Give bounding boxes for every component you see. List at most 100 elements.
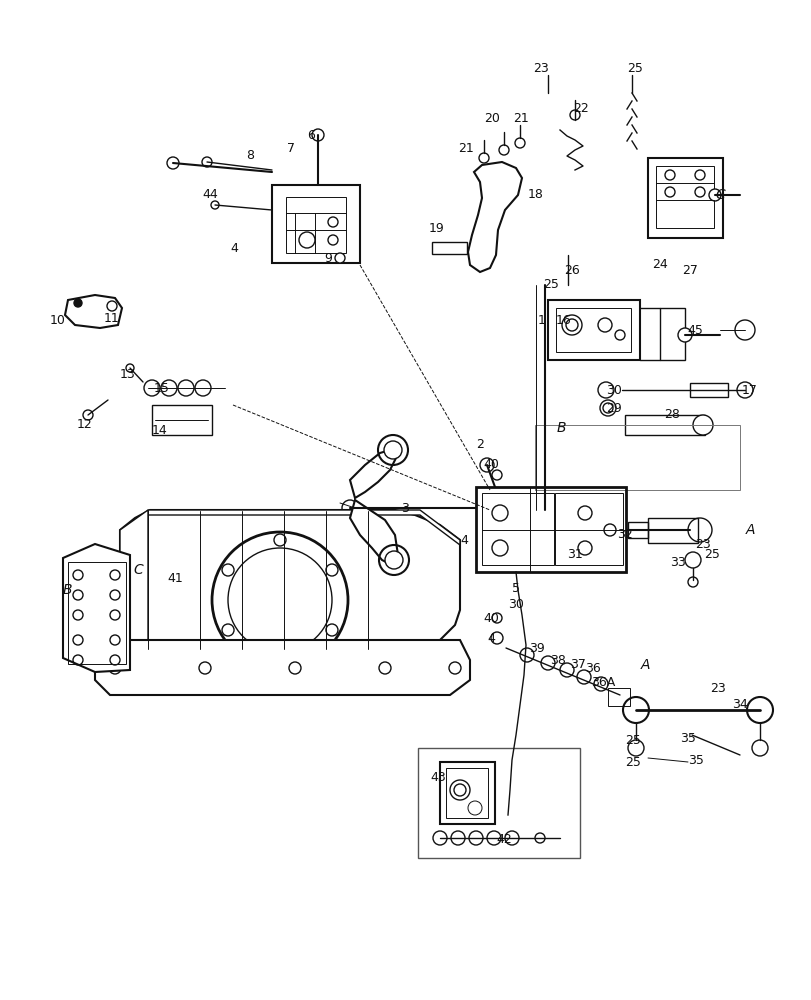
Circle shape — [384, 441, 401, 459]
Polygon shape — [120, 510, 460, 650]
Circle shape — [708, 189, 720, 201]
Circle shape — [677, 328, 691, 342]
Circle shape — [751, 740, 767, 756]
Circle shape — [479, 458, 493, 472]
Circle shape — [734, 320, 754, 340]
Text: 6: 6 — [307, 129, 315, 142]
Bar — [689, 383, 727, 397]
Text: 40: 40 — [483, 458, 498, 472]
Bar — [431, 242, 466, 254]
Text: 23: 23 — [533, 62, 548, 75]
Bar — [475, 487, 625, 572]
Text: 25: 25 — [543, 278, 558, 292]
Circle shape — [627, 740, 643, 756]
Bar — [272, 185, 359, 263]
Bar — [607, 688, 629, 706]
Circle shape — [603, 524, 616, 536]
Bar — [624, 415, 704, 435]
Circle shape — [341, 500, 358, 516]
Circle shape — [453, 784, 466, 796]
Circle shape — [491, 613, 501, 623]
Text: 38: 38 — [549, 654, 565, 666]
Text: A: A — [639, 658, 649, 672]
Circle shape — [478, 153, 488, 163]
Bar — [440, 762, 495, 824]
Circle shape — [335, 253, 345, 263]
Polygon shape — [148, 510, 460, 545]
Text: 18: 18 — [527, 188, 543, 202]
Text: C: C — [714, 188, 724, 202]
Circle shape — [694, 187, 704, 197]
Text: 2: 2 — [475, 438, 483, 452]
Text: 26: 26 — [564, 263, 579, 276]
Text: C: C — [133, 563, 143, 577]
Circle shape — [491, 632, 502, 644]
Text: 30: 30 — [605, 383, 621, 396]
Circle shape — [614, 330, 624, 340]
Bar — [418, 748, 579, 858]
Text: 12: 12 — [77, 418, 92, 432]
Circle shape — [384, 551, 402, 569]
Text: 40: 40 — [483, 611, 498, 624]
Text: 13: 13 — [120, 368, 135, 381]
Bar — [547, 300, 639, 360]
Circle shape — [74, 299, 82, 307]
Text: 35: 35 — [680, 732, 695, 744]
Text: 3: 3 — [401, 502, 409, 514]
Circle shape — [311, 129, 324, 141]
Text: 7: 7 — [286, 142, 294, 155]
Text: 23: 23 — [694, 538, 710, 552]
Circle shape — [167, 157, 178, 169]
Circle shape — [569, 110, 579, 120]
Text: A: A — [744, 523, 753, 537]
Text: 21: 21 — [457, 142, 474, 155]
Text: 22: 22 — [573, 102, 588, 115]
Circle shape — [499, 145, 508, 155]
Text: B: B — [556, 421, 565, 435]
Polygon shape — [95, 640, 470, 695]
Bar — [655, 166, 713, 228]
Text: 31: 31 — [566, 548, 582, 562]
Text: 25: 25 — [624, 734, 640, 746]
Text: 8: 8 — [246, 149, 254, 162]
Text: 4: 4 — [460, 534, 467, 546]
Text: 9: 9 — [324, 251, 332, 264]
Polygon shape — [120, 510, 148, 650]
Bar — [647, 158, 722, 238]
Text: 36A: 36A — [590, 676, 615, 688]
Circle shape — [687, 577, 697, 587]
Text: 35: 35 — [687, 754, 703, 766]
Text: 21: 21 — [513, 112, 528, 125]
Text: 44: 44 — [202, 188, 217, 202]
Polygon shape — [350, 450, 396, 498]
Text: 14: 14 — [152, 424, 168, 436]
Polygon shape — [350, 500, 397, 565]
Circle shape — [211, 201, 219, 209]
Text: 24: 24 — [651, 258, 667, 271]
Bar — [556, 308, 630, 352]
Text: 43: 43 — [430, 771, 445, 784]
Text: 17: 17 — [741, 383, 757, 396]
Text: 28: 28 — [663, 408, 679, 422]
Text: 25: 25 — [624, 756, 640, 768]
Polygon shape — [63, 544, 130, 672]
Text: 1: 1 — [538, 314, 545, 326]
Text: 5: 5 — [512, 582, 519, 594]
Text: 29: 29 — [605, 401, 621, 414]
Circle shape — [603, 403, 612, 413]
Text: 20: 20 — [483, 112, 500, 125]
Circle shape — [736, 382, 752, 398]
Circle shape — [664, 187, 674, 197]
Text: 10: 10 — [50, 314, 66, 326]
Circle shape — [565, 319, 577, 331]
Text: 16: 16 — [556, 314, 571, 326]
Text: 23: 23 — [710, 682, 725, 694]
Text: 34: 34 — [732, 698, 747, 712]
Text: 39: 39 — [529, 642, 544, 654]
Bar — [68, 562, 126, 664]
Circle shape — [83, 410, 93, 420]
Text: 27: 27 — [681, 263, 697, 276]
Bar — [627, 522, 647, 538]
Bar — [659, 308, 684, 360]
Text: 25: 25 — [703, 548, 719, 562]
